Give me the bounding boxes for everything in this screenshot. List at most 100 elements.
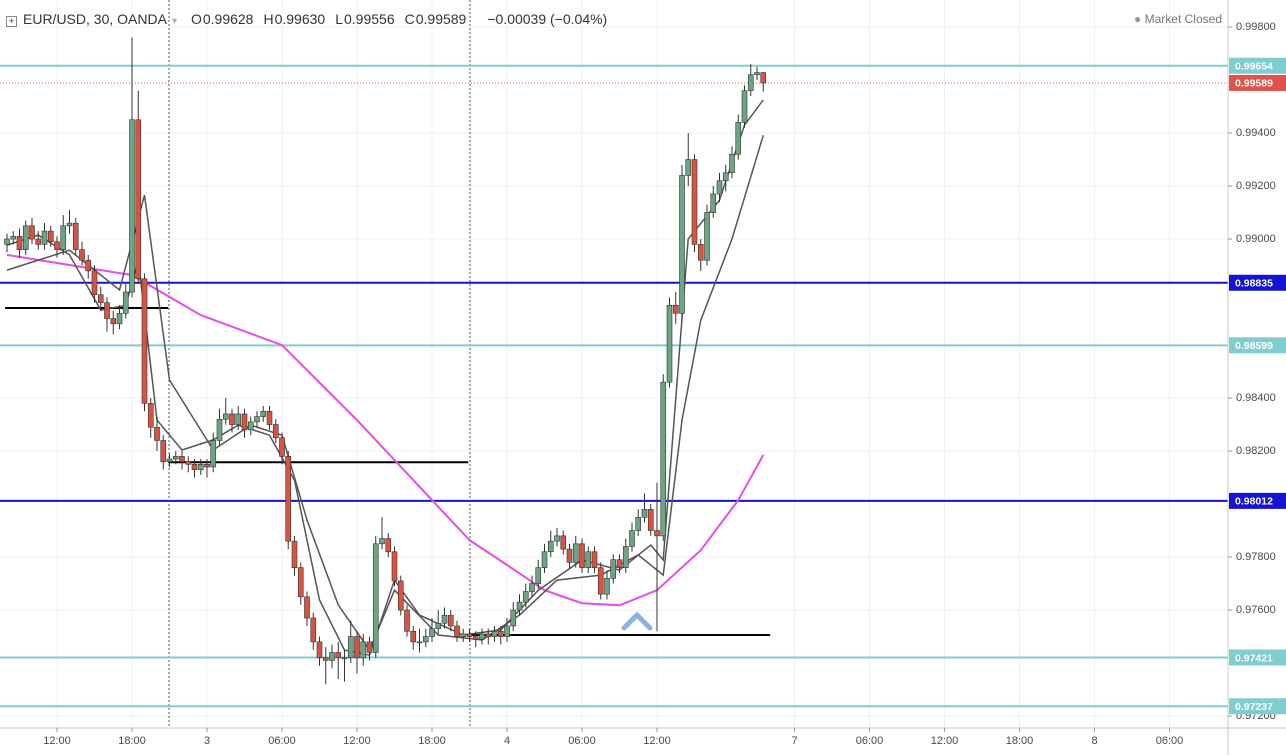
candle-body — [222, 413, 229, 420]
x-tick-label: 18:00 — [118, 735, 146, 747]
candle-body — [79, 249, 85, 261]
ohlc-key: L — [335, 11, 343, 27]
candle-body — [179, 456, 185, 462]
candle-body — [535, 567, 542, 584]
level-box — [1229, 57, 1286, 74]
moving-average — [6, 134, 765, 652]
candle-body — [747, 74, 754, 91]
candle-body — [735, 122, 742, 155]
candle-body — [354, 636, 360, 659]
candle-body — [547, 540, 554, 553]
candle-body — [754, 72, 760, 76]
candle-body — [229, 413, 235, 425]
candle-body — [60, 225, 67, 250]
candle-body — [341, 657, 348, 660]
candle-body — [204, 464, 210, 468]
last-price-box — [1229, 74, 1286, 91]
candle-body — [191, 464, 198, 470]
candle-body — [560, 535, 567, 550]
candle-body — [91, 270, 98, 295]
candle-body — [397, 580, 404, 611]
y-tick-label: 0.98400 — [1236, 392, 1276, 404]
candle-body — [29, 225, 35, 240]
candle-body — [660, 381, 667, 537]
candle-body — [241, 413, 248, 431]
candle-body — [272, 424, 279, 439]
candle-body — [672, 304, 679, 314]
ohlc-value: 0.99630 — [274, 11, 326, 27]
x-tick-label: 12:00 — [643, 735, 671, 747]
ohlc-key: C — [404, 11, 415, 27]
candle-body — [322, 657, 329, 661]
candle-body — [266, 411, 273, 425]
candle-body — [666, 304, 673, 383]
level-label: 0.99654 — [1235, 61, 1273, 73]
candle-body — [172, 456, 179, 460]
candle-body — [685, 159, 692, 176]
level-box — [1229, 698, 1286, 715]
candle-body — [554, 535, 560, 542]
candle-body — [35, 238, 42, 245]
axes: 0.972000.976000.978000.982000.984000.990… — [43, 21, 1286, 747]
candle-body — [291, 540, 298, 568]
candle-body — [441, 615, 448, 624]
candle-body — [597, 567, 604, 595]
candle-body — [216, 418, 223, 441]
symbol-icon: + — [6, 16, 17, 27]
candle-body — [47, 230, 54, 242]
moving-average — [6, 253, 765, 607]
candle-body — [491, 630, 498, 637]
symbol[interactable]: EUR/USD, 30, OANDA — [23, 11, 167, 27]
level-box — [1229, 274, 1286, 291]
arrow-marker — [621, 611, 653, 631]
candle-body — [716, 180, 723, 195]
candle-body — [516, 601, 523, 611]
candle-body — [454, 625, 460, 637]
candle-body — [429, 628, 435, 637]
change: −0.00039 (−0.04%) — [487, 11, 608, 27]
x-tick-label: 12:00 — [43, 735, 71, 747]
candle-body — [335, 652, 342, 659]
level-label: 0.98599 — [1235, 340, 1273, 352]
candle-body — [616, 559, 623, 568]
x-tick-label: 8 — [1091, 735, 1097, 747]
x-tick-label: 12:00 — [931, 735, 959, 747]
candle-body — [435, 623, 442, 629]
candle-body — [741, 90, 748, 123]
candle-body — [279, 437, 285, 457]
level-box — [1229, 337, 1286, 354]
candle-body — [160, 440, 167, 462]
candle-body — [654, 530, 660, 537]
candle-body — [604, 577, 610, 595]
candle-body — [572, 543, 579, 563]
x-tick-label: 3 — [204, 735, 210, 747]
candle-body — [760, 72, 767, 84]
x-tick-label: 06:00 — [1156, 735, 1184, 747]
candle-body — [310, 617, 317, 643]
candle-body — [579, 543, 585, 568]
y-tick-label: 0.97800 — [1236, 551, 1276, 563]
candle-body — [497, 630, 504, 637]
candle-body — [116, 312, 123, 325]
dropdown-caret[interactable]: ▾ — [171, 16, 177, 27]
candle-body — [285, 456, 292, 542]
candle-body — [304, 596, 310, 619]
candle-body — [629, 530, 635, 547]
candle-body — [197, 464, 204, 470]
candle-body — [235, 413, 242, 425]
candle-body — [260, 411, 267, 417]
candle-body — [416, 641, 423, 644]
candle-body — [66, 222, 73, 227]
candle-body — [460, 633, 467, 637]
ohlc-value: 0.99589 — [415, 11, 467, 27]
y-tick-label: 0.98200 — [1236, 445, 1276, 457]
candle-body — [41, 230, 48, 245]
ohlc-key: H — [263, 11, 274, 27]
candle-body — [479, 633, 485, 640]
y-tick-label: 0.99400 — [1236, 127, 1276, 139]
candle-body — [372, 543, 379, 653]
candle-body — [410, 630, 417, 643]
plot — [0, 37, 1228, 708]
